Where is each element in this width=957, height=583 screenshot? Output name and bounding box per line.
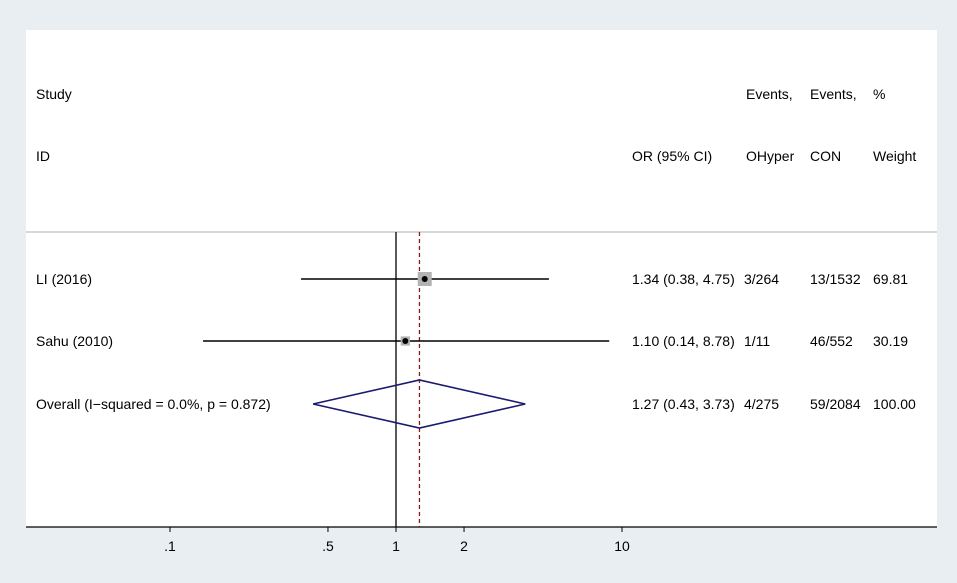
- overall-or-ci-text: 1.27 (0.43, 3.73): [632, 396, 735, 412]
- header-events-ohyper-1: Events,: [746, 86, 793, 102]
- events-con: 46/552: [810, 333, 853, 349]
- point-estimate: [421, 276, 428, 282]
- header-or: OR (95% CI): [632, 148, 712, 164]
- events-ohyper: 1/11: [744, 333, 770, 349]
- or-ci-text: 1.34 (0.38, 4.75): [632, 271, 735, 287]
- overall-events-con: 59/2084: [810, 396, 861, 412]
- overall-events-ohyper: 4/275: [744, 396, 779, 412]
- overall-label: Overall (I−squared = 0.0%, p = 0.872): [36, 396, 271, 412]
- events-ohyper: 3/264: [744, 271, 779, 287]
- weight-value: 69.81: [873, 271, 908, 287]
- x-tick-label: 10: [614, 538, 630, 554]
- header-study: Study: [36, 86, 72, 102]
- study-label: LI (2016): [36, 271, 92, 287]
- header-events-ohyper-2: OHyper: [746, 148, 795, 164]
- study-label: Sahu (2010): [36, 333, 113, 349]
- overall-weight-value: 100.00: [873, 396, 916, 412]
- header-events-con-2: CON: [810, 148, 841, 164]
- x-tick-label: 2: [460, 538, 468, 554]
- x-tick-label: .5: [322, 538, 334, 554]
- point-estimate: [402, 338, 409, 344]
- header-id: ID: [36, 148, 50, 164]
- header-weight-2: Weight: [873, 148, 916, 164]
- overall-diamond: [312, 379, 526, 429]
- weight-value: 30.19: [873, 333, 908, 349]
- header-events-con-1: Events,: [810, 86, 857, 102]
- or-ci-text: 1.10 (0.14, 8.78): [632, 333, 735, 349]
- header-weight-1: %: [873, 86, 885, 102]
- events-con: 13/1532: [810, 271, 861, 287]
- x-tick-label: 1: [392, 538, 400, 554]
- x-tick-label: .1: [164, 538, 176, 554]
